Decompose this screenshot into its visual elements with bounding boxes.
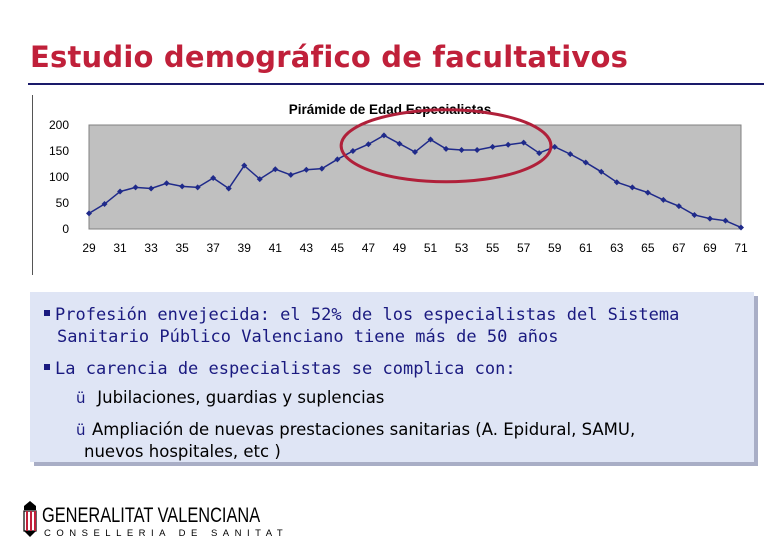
data-point xyxy=(241,162,248,169)
x-tick-label: 63 xyxy=(610,241,624,255)
data-point xyxy=(520,139,527,146)
x-tick-label: 49 xyxy=(393,241,407,255)
data-point xyxy=(380,132,387,139)
data-point xyxy=(536,150,543,157)
sub-item-1: ü Jubilaciones, guardias y suplencias xyxy=(76,387,384,409)
data-point xyxy=(412,149,418,156)
text-box: Profesión envejecida: el 52% de los espe… xyxy=(30,292,754,462)
logo-line-2: CONSELLERIA DE SANITAT xyxy=(44,528,289,539)
checkmark-icon: ü xyxy=(76,421,86,439)
data-point xyxy=(272,166,279,173)
x-tick-label: 41 xyxy=(269,241,283,255)
data-point xyxy=(629,184,636,191)
x-tick-label: 37 xyxy=(207,241,221,255)
square-bullet-icon xyxy=(44,310,50,316)
x-tick-label: 53 xyxy=(455,241,469,255)
chart-left-border xyxy=(32,95,33,275)
chart-title: Pirámide de Edad Especialistas xyxy=(289,102,492,117)
data-point xyxy=(86,210,92,217)
data-point xyxy=(396,140,403,147)
data-point xyxy=(179,183,186,190)
x-tick-label: 51 xyxy=(424,241,438,255)
data-point xyxy=(210,175,217,182)
coat-of-arms-icon xyxy=(23,501,37,537)
data-point xyxy=(148,185,155,192)
data-point xyxy=(551,143,558,150)
plot-area xyxy=(88,124,742,230)
bullet-item-2: La carencia de especialistas se complica… xyxy=(44,358,516,380)
bullet-1-line-1: Profesión envejecida: el 52% de los espe… xyxy=(55,305,680,325)
data-point xyxy=(691,211,698,218)
x-tick-label: 39 xyxy=(238,241,252,255)
bullet-item-1-cont: Sanitario Público Valenciano tiene más d… xyxy=(57,326,559,348)
highlight-ellipse xyxy=(339,108,553,184)
sub-item-1-text: Jubilaciones, guardias y suplencias xyxy=(92,388,385,407)
y-tick-label: 150 xyxy=(49,144,69,158)
data-point xyxy=(365,141,372,148)
logo-line-1: GENERALITAT VALENCIANA xyxy=(42,504,261,527)
data-point xyxy=(505,141,512,148)
data-point xyxy=(613,179,620,186)
generalitat-logo: GENERALITAT VALENCIANA CONSELLERIA DE SA… xyxy=(22,498,283,540)
bullet-2-line-1: La carencia de especialistas se complica… xyxy=(55,359,516,379)
data-point xyxy=(101,201,108,208)
x-tick-label: 61 xyxy=(579,241,593,255)
age-pyramid-chart: Pirámide de Edad Especialistas 0 50 100 150… xyxy=(32,92,750,278)
x-tick-label: 35 xyxy=(175,241,189,255)
data-point xyxy=(660,196,667,203)
data-point xyxy=(644,189,651,196)
y-tick-label: 50 xyxy=(56,196,70,210)
x-tick-label: 65 xyxy=(641,241,655,255)
y-tick-label: 100 xyxy=(49,170,69,184)
data-point xyxy=(349,148,356,154)
data-point xyxy=(474,146,481,153)
x-tick-label: 57 xyxy=(517,241,531,255)
data-point xyxy=(567,151,574,158)
x-tick-label: 71 xyxy=(734,241,748,255)
data-point xyxy=(318,165,325,172)
sub-item-2-cont: nuevos hospitales, etc ) xyxy=(84,441,281,463)
data-point xyxy=(738,224,744,231)
data-point xyxy=(334,156,341,163)
data-point xyxy=(427,136,434,143)
y-tick-label: 200 xyxy=(49,118,69,132)
x-tick-label: 67 xyxy=(672,241,686,255)
data-point xyxy=(722,217,729,224)
data-point xyxy=(256,176,263,183)
title-divider xyxy=(28,83,764,85)
checkmark-icon: ü xyxy=(76,389,86,407)
data-point xyxy=(675,203,682,210)
data-point xyxy=(303,166,310,173)
data-point xyxy=(443,145,450,152)
data-point xyxy=(598,168,605,175)
x-tick-label: 45 xyxy=(331,241,345,255)
data-point xyxy=(706,215,713,222)
data-point xyxy=(132,184,139,191)
square-bullet-icon xyxy=(44,364,50,370)
x-tick-label: 55 xyxy=(486,241,500,255)
x-tick-label: 59 xyxy=(548,241,562,255)
data-point xyxy=(582,159,589,166)
x-tick-label: 43 xyxy=(300,241,314,255)
chart-svg: Pirámide de Edad Especialistas 0 50 100 150… xyxy=(49,102,748,255)
data-point xyxy=(458,146,465,153)
x-tick-label: 33 xyxy=(144,241,158,255)
x-tick-label: 47 xyxy=(362,241,376,255)
x-tick-label: 29 xyxy=(82,241,96,255)
data-point xyxy=(194,184,201,191)
data-point xyxy=(117,188,124,195)
bullet-item-1: Profesión envejecida: el 52% de los espe… xyxy=(44,304,679,326)
sub-item-2-line-2: nuevos hospitales, etc ) xyxy=(84,442,281,461)
y-tick-label: 0 xyxy=(62,222,69,236)
slide-title: Estudio demográfico de facultativos xyxy=(30,40,629,74)
data-point xyxy=(287,171,294,178)
x-tick-label: 69 xyxy=(703,241,717,255)
data-point xyxy=(489,143,496,150)
sub-item-2: ü Ampliación de nuevas prestaciones sanit… xyxy=(76,419,635,441)
bullet-1-line-2: Sanitario Público Valenciano tiene más d… xyxy=(57,327,559,347)
data-point xyxy=(163,180,170,187)
sub-item-2-line-1: Ampliación de nuevas prestaciones sanita… xyxy=(92,420,636,439)
x-tick-label: 31 xyxy=(113,241,127,255)
data-point xyxy=(225,185,232,192)
